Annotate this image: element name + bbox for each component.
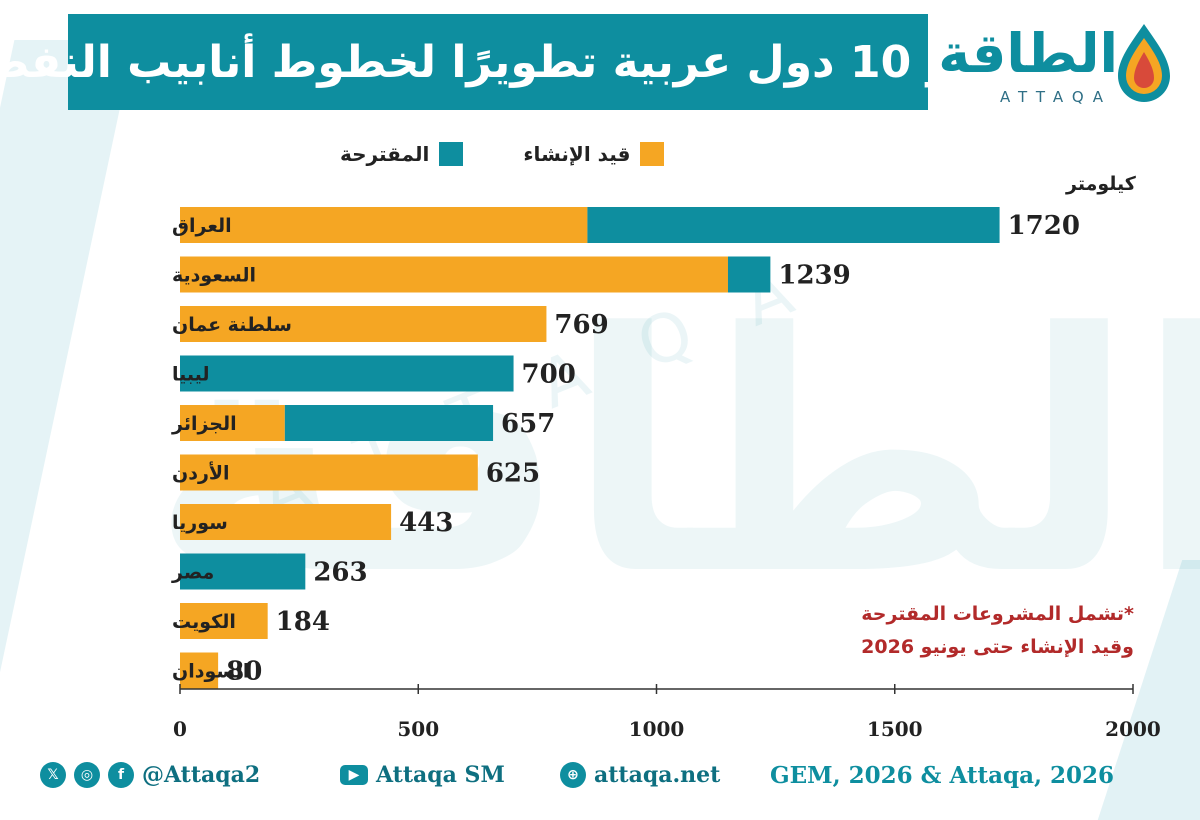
footer-bar: 𝕏 ◎ f @Attaqa2 ▶ Attaqa SM ⊕ attaqa.net … (0, 752, 1200, 800)
bar-segment-under-construction (180, 652, 219, 689)
x-tick-label: 1000 (629, 717, 685, 741)
logo-arabic-text: الطاقة (938, 22, 1118, 85)
bar-segment-proposed (587, 207, 1000, 243)
value-label: 1720 (1008, 211, 1080, 241)
source-credit: GEM, 2026 & Attaqa, 2026 (770, 762, 1115, 789)
category-label: الكويت (172, 611, 236, 633)
legend-swatch-proposed (439, 142, 464, 166)
chart-title: أكثر 10 دول عربية تطويرًا لخطوط أنابيب ا… (0, 36, 1013, 88)
bar-segment-proposed (180, 355, 514, 392)
bar-segment-under-construction (180, 504, 392, 540)
x-tick-label: 2000 (1105, 717, 1161, 741)
bar-segment-under-construction (180, 306, 547, 342)
category-label: مصر (171, 562, 214, 584)
category-label: الأردن (172, 462, 230, 485)
value-label: 443 (399, 508, 453, 538)
brand-logo: الطاقة ATTAQA (938, 14, 1182, 110)
note-line-1: *تشمل المشروعات المقترحة (861, 603, 1134, 625)
bar-segment-under-construction (180, 454, 478, 491)
category-label: السعودية (172, 265, 256, 287)
bar-segment-under-construction (180, 207, 588, 243)
youtube-group: ▶ Attaqa SM (340, 762, 505, 788)
value-label: 657 (501, 409, 555, 439)
globe-icon[interactable]: ⊕ (560, 762, 586, 788)
value-label: 769 (554, 310, 608, 340)
unit-label: كيلومتر (1065, 173, 1137, 195)
category-label: ليبيا (172, 364, 210, 386)
legend-label-proposed: المقترحة (340, 142, 430, 166)
bar-segment-under-construction (180, 405, 285, 441)
flame-drop-icon (1118, 24, 1170, 102)
logo-english-text: ATTAQA (999, 88, 1112, 106)
legend-item-proposed: المقترحة (340, 142, 464, 166)
value-label: 625 (486, 459, 540, 489)
category-label: سلطنة عمان (172, 314, 292, 336)
category-label: سوريا (172, 512, 228, 534)
value-label: 184 (276, 607, 330, 637)
bar-segment-proposed (284, 405, 494, 441)
category-label: السودان (172, 661, 249, 683)
legend-label-under-construction: قيد الإنشاء (523, 142, 631, 166)
chart-note: *تشمل المشروعات المقترحة وقيد الإنشاء حت… (861, 598, 1134, 664)
youtube-icon[interactable]: ▶ (340, 765, 368, 785)
social-handle[interactable]: @Attaqa2 (142, 762, 261, 788)
category-label: الجزائر (171, 413, 237, 435)
bar-chart: كيلومتر العراق 1720 السعودية 1239 سلطنة عمان 7… (171, 173, 1161, 741)
x-tick-label: 500 (397, 717, 439, 741)
legend-item-under-construction: قيد الإنشاء (523, 142, 665, 166)
category-label: العراق (172, 215, 232, 237)
value-label: 1239 (778, 261, 850, 291)
bar-segment-proposed (727, 256, 771, 293)
value-label: 263 (313, 558, 367, 588)
source-group: GEM, 2026 & Attaqa, 2026 (770, 762, 1114, 789)
website-link[interactable]: attaqa.net (594, 762, 721, 788)
bar-segment-proposed (180, 553, 306, 590)
x-tick-label: 1500 (867, 717, 923, 741)
instagram-icon[interactable]: ◎ (74, 762, 100, 788)
x-icon[interactable]: 𝕏 (40, 762, 66, 788)
legend-swatch-under-construction (640, 142, 665, 166)
note-line-2: وقيد الإنشاء حتى يونيو 2026 (861, 636, 1134, 658)
social-group: 𝕏 ◎ f @Attaqa2 (40, 762, 260, 788)
website-group: ⊕ attaqa.net (560, 762, 720, 788)
bar-segment-under-construction (180, 256, 728, 293)
chart-legend: قيد الإنشاء المقترحة (340, 142, 665, 166)
bar-segment-under-construction (180, 603, 268, 639)
value-label: 700 (522, 360, 576, 390)
value-label: 80 (226, 657, 262, 687)
facebook-icon[interactable]: f (108, 762, 134, 788)
title-banner: أكثر 10 دول عربية تطويرًا لخطوط أنابيب ا… (0, 14, 1013, 110)
x-tick-label: 0 (173, 717, 187, 741)
youtube-channel[interactable]: Attaqa SM (376, 762, 505, 788)
